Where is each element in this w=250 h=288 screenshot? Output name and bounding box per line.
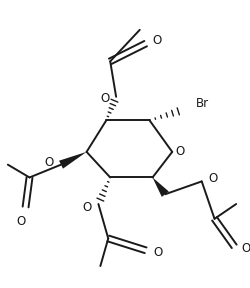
Text: O: O xyxy=(82,202,91,215)
Text: O: O xyxy=(100,92,109,105)
Text: O: O xyxy=(16,215,25,228)
Text: O: O xyxy=(175,145,184,158)
Polygon shape xyxy=(152,177,168,197)
Text: O: O xyxy=(153,246,162,259)
Text: O: O xyxy=(208,172,217,185)
Text: O: O xyxy=(240,242,249,255)
Text: O: O xyxy=(45,156,54,169)
Polygon shape xyxy=(59,152,86,169)
Text: O: O xyxy=(152,34,161,47)
Text: Br: Br xyxy=(195,97,208,110)
